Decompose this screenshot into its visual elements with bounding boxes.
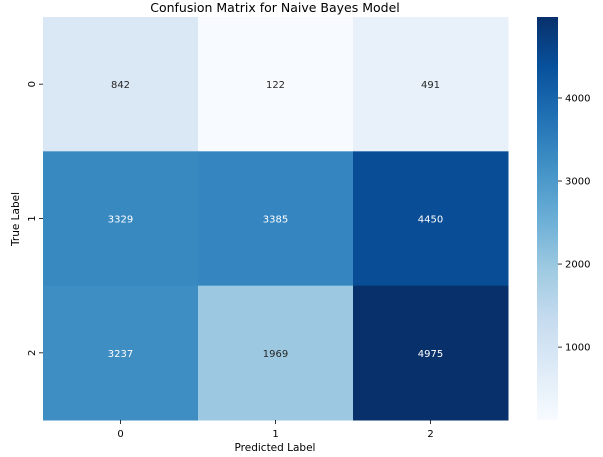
heatmap-cell (198, 285, 354, 421)
cell-value-label: 4450 (418, 215, 443, 226)
heatmap-cell (43, 17, 199, 152)
cell-value-label: 491 (421, 80, 440, 91)
heatmap-cell (353, 17, 509, 152)
colorbar-tick-label: 4000 (565, 93, 590, 104)
cell-value-label: 3237 (108, 349, 133, 360)
colorbar (537, 17, 558, 420)
cell-value-label: 1969 (263, 349, 288, 360)
y-tick-label: 1 (27, 215, 38, 221)
x-tick-label: 0 (117, 429, 123, 440)
x-axis-label: Predicted Label (235, 442, 316, 454)
heatmap-cell (353, 285, 509, 421)
chart-title: Confusion Matrix for Naive Bayes Model (150, 0, 400, 15)
heatmap-cell (198, 17, 354, 152)
x-axis-ticks: 0 1 2 (117, 420, 434, 440)
heatmap-cell (43, 285, 199, 421)
colorbar-ticks: 1000 2000 3000 4000 (558, 93, 590, 354)
cell-value-label: 3385 (263, 215, 288, 226)
cell-value-label: 122 (266, 80, 285, 91)
heatmap-cells: 842 122 491 3329 3385 4450 3237 1969 4975 (43, 17, 509, 421)
heatmap-cell (353, 151, 509, 287)
x-tick-label: 1 (272, 429, 278, 440)
cell-value-label: 4975 (418, 349, 443, 360)
colorbar-tick-label: 3000 (565, 177, 590, 188)
colorbar-tick-label: 2000 (565, 260, 590, 271)
y-tick-label: 0 (27, 81, 38, 87)
y-axis-ticks: 0 1 2 (27, 81, 43, 356)
cell-value-label: 3329 (108, 215, 133, 226)
colorbar-tick-label: 1000 (565, 343, 590, 354)
x-tick-label: 2 (427, 429, 433, 440)
heatmap-cell (43, 151, 199, 287)
y-tick-label: 2 (27, 350, 38, 356)
heatmap-cell (198, 151, 354, 287)
y-axis-label: True Label (10, 192, 22, 247)
cell-value-label: 842 (111, 80, 130, 91)
